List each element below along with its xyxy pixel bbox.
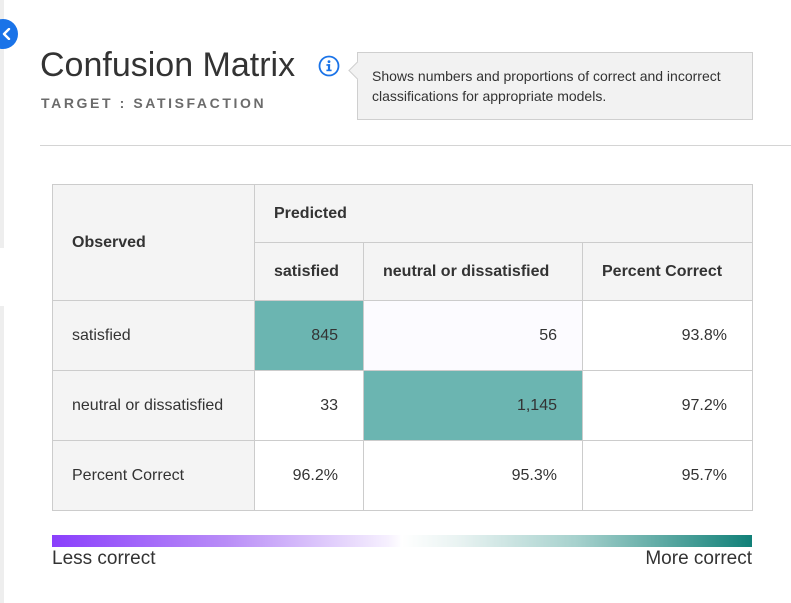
cell-percent-satisfied: 96.2% — [255, 441, 364, 511]
correctness-gradient-legend — [52, 535, 752, 547]
table-row: neutral or dissatisfied 33 1,145 97.2% — [53, 371, 753, 441]
cell-percent-neutral: 95.3% — [364, 441, 583, 511]
column-header-percent-correct: Percent Correct — [583, 243, 753, 301]
page-title: Confusion Matrix — [40, 44, 295, 86]
observed-header: Observed — [53, 185, 255, 301]
info-icon[interactable] — [318, 55, 340, 77]
row-label-neutral-or-dissatisfied: neutral or dissatisfied — [53, 371, 255, 441]
target-subtitle: TARGET : SATISFACTION — [41, 95, 266, 111]
table-row: satisfied 845 56 93.8% — [53, 301, 753, 371]
cell-satisfied-satisfied: 845 — [255, 301, 364, 371]
column-header-satisfied: satisfied — [255, 243, 364, 301]
left-rail-lower — [0, 306, 4, 603]
cell-neutral-neutral: 1,145 — [364, 371, 583, 441]
collapse-panel-button[interactable] — [0, 19, 18, 49]
legend-more-correct-label: More correct — [645, 548, 752, 570]
divider — [40, 145, 791, 146]
cell-satisfied-neutral: 56 — [364, 301, 583, 371]
table-row: Percent Correct 96.2% 95.3% 95.7% — [53, 441, 753, 511]
cell-neutral-satisfied: 33 — [255, 371, 364, 441]
cell-satisfied-percent: 93.8% — [583, 301, 753, 371]
row-label-satisfied: satisfied — [53, 301, 255, 371]
predicted-header: Predicted — [255, 185, 753, 243]
legend-less-correct-label: Less correct — [52, 548, 155, 570]
row-label-percent-correct: Percent Correct — [53, 441, 255, 511]
info-tooltip: Shows numbers and proportions of correct… — [357, 52, 753, 120]
chevron-left-icon — [2, 28, 12, 40]
cell-neutral-percent: 97.2% — [583, 371, 753, 441]
confusion-matrix-table: Observed Predicted satisfied neutral or … — [52, 184, 753, 511]
cell-percent-overall: 95.7% — [583, 441, 753, 511]
column-header-neutral-or-dissatisfied: neutral or dissatisfied — [364, 243, 583, 301]
